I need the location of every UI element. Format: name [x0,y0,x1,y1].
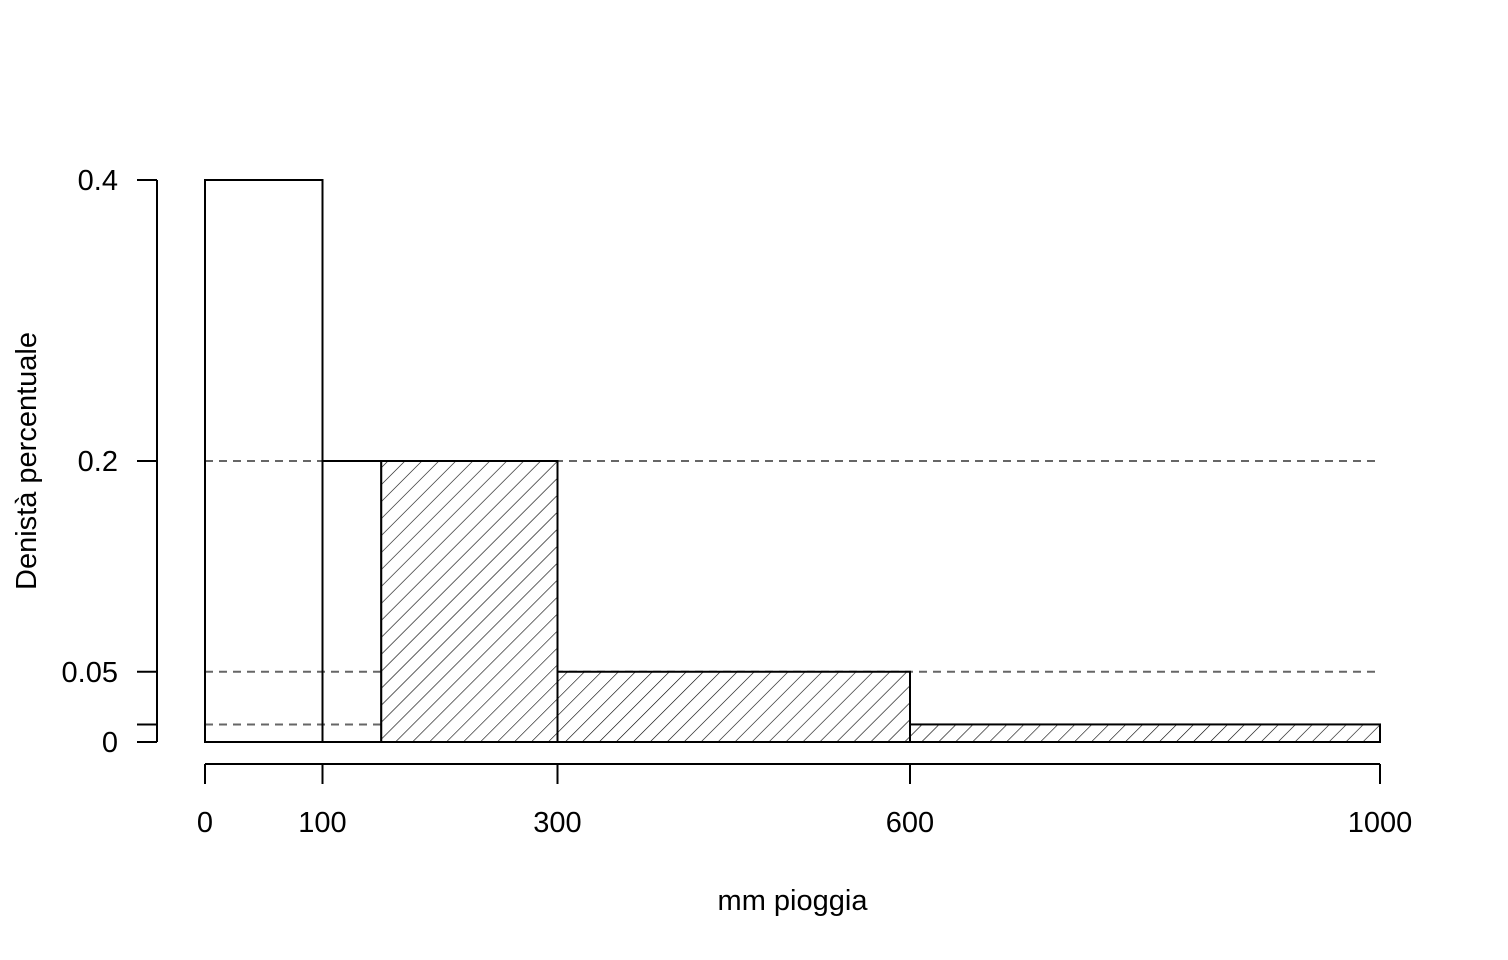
x-tick-label: 600 [886,807,934,839]
x-axis: 0 100 300 600 1000 [197,763,1413,839]
y-axis-title: Denistà percentuale [11,332,43,590]
histogram-bar [321,460,383,743]
histogram-bar-hatched [380,460,559,743]
y-tick-label: 0.05 [62,657,118,689]
y-tick-label: 0.2 [78,446,118,478]
x-tick-label: 1000 [1348,807,1413,839]
histogram-bar-hatched [909,723,1381,743]
x-tick-label: 300 [533,807,581,839]
histogram-bars [204,179,1381,743]
y-tick-label: 0.4 [78,165,118,197]
x-tick-label: 0 [197,807,213,839]
y-tick-label: 0 [102,727,118,759]
histogram-bar-hatched [556,670,911,743]
x-axis-title: mm pioggia [718,885,869,917]
y-axis: 0 0.05 0.2 0.4 [62,165,158,759]
x-tick-label: 100 [298,807,346,839]
